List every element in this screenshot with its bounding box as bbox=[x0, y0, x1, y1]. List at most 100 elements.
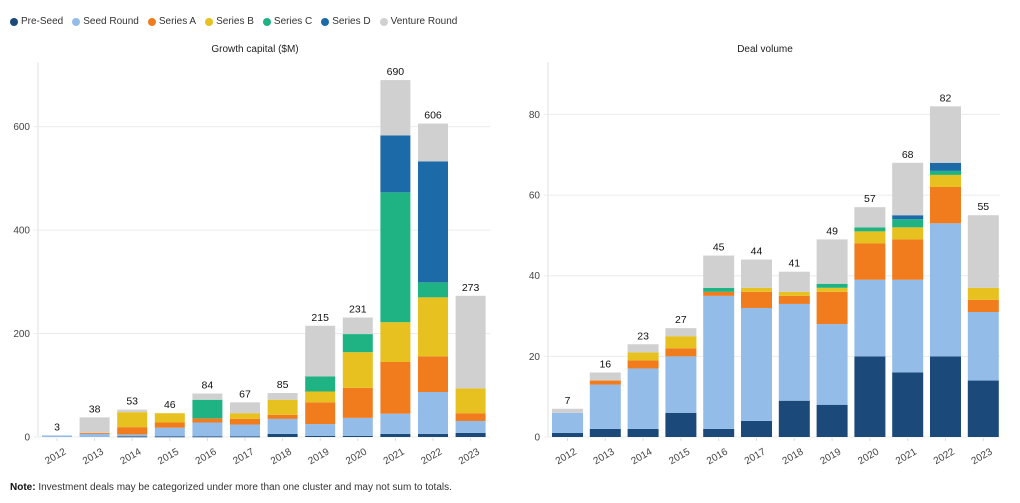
growth-capital-bar-2018-seed bbox=[267, 418, 298, 434]
growth-capital-bar-2022-seriesD bbox=[418, 161, 448, 283]
growth-capital-x-tick-label: 2020 bbox=[344, 446, 369, 467]
growth-capital-total-label: 85 bbox=[277, 379, 289, 391]
deal-volume-bar-2014-seed bbox=[627, 368, 659, 429]
deal-volume-x-tick-label: 2016 bbox=[705, 446, 730, 467]
deal-volume-bar-2020-preseed bbox=[854, 356, 886, 437]
growth-capital-bar-2021-preseed bbox=[380, 433, 411, 437]
growth-capital-bar-2015-seriesA bbox=[154, 422, 185, 428]
growth-capital-x-tick-label: 2013 bbox=[81, 446, 106, 467]
growth-capital-bar-2013-seriesA bbox=[79, 432, 110, 434]
deal-volume-bar-2018-seriesB bbox=[778, 291, 810, 296]
deal-volume-total-label: 57 bbox=[864, 193, 876, 205]
growth-capital-bar-2019-preseed bbox=[305, 435, 336, 437]
deal-volume-bar-2018-preseed bbox=[778, 400, 810, 437]
deal-volume-bar-2019-preseed bbox=[816, 404, 848, 437]
growth-capital-total-label: 690 bbox=[387, 66, 405, 78]
growth-capital-bar-2014-seed bbox=[117, 434, 148, 437]
deal-volume-bar-2012-venture bbox=[552, 408, 583, 413]
growth-capital-bar-2022-preseed bbox=[418, 433, 448, 437]
growth-capital-bar-2021-seriesD bbox=[380, 135, 411, 193]
deal-volume-bar-2020-seed bbox=[854, 279, 886, 357]
growth-capital-total-label: 46 bbox=[164, 399, 176, 411]
growth-capital-bar-2020-seriesB bbox=[342, 352, 373, 388]
legend: Pre-Seed Seed Round Series A Series B Series… bbox=[10, 16, 457, 27]
deal-volume-bar-2022-seriesA bbox=[930, 187, 961, 224]
growth-capital-bar-2018-preseed bbox=[267, 433, 298, 437]
deal-volume-bar-2022-seriesC bbox=[930, 170, 961, 175]
legend-label: Series A bbox=[158, 16, 197, 27]
deal-volume-bar-2019-venture bbox=[816, 239, 848, 284]
growth-capital-bar-2023-seed bbox=[455, 420, 486, 433]
legend-label: Series C bbox=[273, 16, 313, 27]
deal-volume-x-tick-label: 2022 bbox=[932, 446, 957, 467]
deal-volume-bar-2022-seriesD bbox=[930, 162, 961, 171]
deal-volume-bar-2016-seed bbox=[703, 295, 735, 429]
legend-label: Seed Round bbox=[83, 16, 139, 27]
growth-capital-total-label: 67 bbox=[239, 388, 251, 400]
growth-capital-bar-2016-seriesC bbox=[192, 399, 223, 419]
growth-capital-bar-2014-seriesA bbox=[117, 427, 148, 435]
deal-volume-total-label: 68 bbox=[902, 149, 914, 161]
growth-capital-bar-2013-seed bbox=[79, 433, 110, 437]
legend-swatch-venture bbox=[379, 17, 388, 26]
growth-capital-bar-2016-seed bbox=[192, 422, 223, 437]
deal-volume-bar-2015-venture bbox=[665, 328, 697, 337]
growth-capital-y-tick-label: 0 bbox=[24, 433, 30, 444]
deal-volume-y-tick-label: 0 bbox=[534, 433, 540, 444]
growth-capital-total-label: 84 bbox=[202, 380, 214, 392]
growth-capital-bar-2023-venture bbox=[455, 295, 486, 389]
deal-volume-bar-2012-preseed bbox=[552, 432, 583, 437]
deal-volume-total-label: 7 bbox=[565, 395, 571, 407]
legend-label: Series D bbox=[332, 16, 371, 27]
deal-volume-bar-2013-preseed bbox=[589, 428, 621, 437]
footnote: Note: Investment deals may be categorize… bbox=[10, 482, 452, 493]
deal-volume-bar-2013-seriesA bbox=[589, 380, 621, 385]
deal-volume-bar-2020-seriesA bbox=[854, 243, 886, 280]
deal-volume-bar-2014-seriesA bbox=[627, 360, 659, 369]
growth-capital-bar-2017-seed bbox=[230, 424, 260, 437]
growth-capital-x-tick-label: 2023 bbox=[457, 446, 482, 467]
growth-capital-bar-2019-seed bbox=[305, 424, 336, 436]
growth-capital-bar-2022-seriesA bbox=[418, 356, 448, 392]
growth-capital-x-tick-label: 2022 bbox=[419, 446, 444, 467]
growth-capital-title: Growth capital ($M) bbox=[211, 44, 298, 55]
deal-volume-x-tick-label: 2020 bbox=[856, 446, 881, 467]
deal-volume-total-label: 16 bbox=[599, 358, 611, 370]
growth-capital-bar-2018-seriesA bbox=[267, 414, 298, 419]
growth-capital-bar-2013-venture bbox=[79, 417, 110, 433]
deal-volume-bar-2023-seriesB bbox=[967, 287, 999, 300]
deal-volume-y-tick-label: 20 bbox=[529, 352, 541, 363]
growth-capital-bar-2021-seriesC bbox=[380, 192, 411, 323]
growth-capital-x-tick-label: 2018 bbox=[269, 446, 294, 467]
growth-capital-bar-2022-seriesC bbox=[418, 282, 448, 298]
deal-volume-total-label: 49 bbox=[826, 225, 838, 237]
deal-volume-x-tick-label: 2021 bbox=[894, 446, 919, 467]
deal-volume-bar-2017-seriesA bbox=[741, 291, 772, 308]
growth-capital-total-label: 215 bbox=[311, 312, 329, 324]
growth-capital-x-tick-label: 2021 bbox=[382, 446, 407, 467]
growth-capital-bar-2022-seriesB bbox=[418, 297, 448, 357]
deal-volume-bar-2022-preseed bbox=[930, 356, 961, 437]
deal-volume-x-tick-label: 2013 bbox=[592, 446, 617, 467]
growth-capital-bar-2017-venture bbox=[230, 402, 260, 414]
deal-volume-x-tick-label: 2023 bbox=[970, 446, 995, 467]
deal-volume-bar-2021-seriesD bbox=[892, 215, 924, 220]
legend-item-seriesB: Series B bbox=[205, 16, 254, 27]
growth-capital-bar-2020-seriesA bbox=[342, 387, 373, 418]
growth-capital-bar-2019-seriesA bbox=[305, 402, 336, 425]
deal-volume-bar-2015-seriesA bbox=[665, 348, 697, 357]
deal-volume-bar-2023-seriesA bbox=[967, 299, 999, 312]
growth-capital-bar-2020-seriesC bbox=[342, 334, 373, 353]
legend-swatch-seriesD bbox=[321, 17, 330, 26]
growth-capital-x-tick-label: 2016 bbox=[194, 446, 219, 467]
legend-swatch-seriesB bbox=[205, 17, 214, 26]
legend-item-seriesD: Series D bbox=[321, 16, 371, 27]
growth-capital-y-tick-label: 400 bbox=[13, 226, 30, 237]
legend-swatch-seriesC bbox=[262, 17, 271, 26]
deal-volume-bar-2023-preseed bbox=[967, 380, 999, 437]
growth-capital-bar-2021-seriesB bbox=[380, 322, 411, 362]
growth-capital-bar-2021-seed bbox=[380, 413, 411, 434]
growth-capital-bar-2017-seriesA bbox=[230, 418, 260, 425]
footnote-text: Investment deals may be categorized unde… bbox=[35, 482, 452, 493]
